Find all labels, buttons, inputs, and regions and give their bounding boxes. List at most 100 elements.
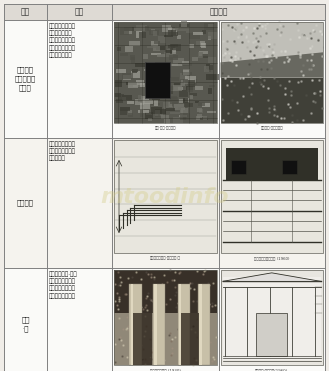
Bar — [149, 70, 157, 76]
Bar — [131, 313, 152, 365]
Bar — [151, 41, 158, 46]
Bar — [132, 27, 140, 30]
Bar — [201, 43, 207, 48]
Bar — [174, 83, 180, 86]
Bar — [178, 284, 190, 365]
Bar — [173, 85, 182, 91]
Bar — [120, 29, 129, 35]
Bar — [132, 69, 138, 72]
Bar — [222, 277, 321, 360]
Bar — [145, 62, 170, 98]
Bar — [207, 65, 213, 70]
Bar — [183, 79, 188, 82]
Bar — [180, 114, 190, 120]
Bar — [220, 270, 323, 365]
Polygon shape — [222, 273, 321, 281]
Text: mtoodinfo: mtoodinfo — [100, 187, 229, 207]
Bar — [170, 48, 173, 53]
Bar — [122, 95, 132, 100]
Bar — [203, 115, 207, 119]
Bar — [186, 86, 193, 90]
Bar — [122, 73, 133, 79]
Bar — [171, 48, 176, 52]
Bar — [155, 109, 166, 114]
Bar — [184, 102, 193, 107]
Bar — [197, 108, 202, 112]
Bar — [220, 22, 323, 123]
Bar — [179, 99, 183, 103]
Bar — [125, 46, 133, 52]
Bar — [206, 64, 210, 69]
Bar — [182, 115, 186, 120]
Bar — [161, 115, 169, 119]
Bar — [166, 50, 172, 53]
Bar — [179, 90, 188, 97]
Bar — [190, 95, 193, 99]
Bar — [207, 111, 216, 113]
Bar — [209, 74, 219, 79]
Text: 特征: 特征 — [75, 7, 84, 16]
Bar — [127, 101, 134, 104]
Bar — [169, 56, 178, 60]
Text: 对墙（材）石材本
身及其饰面造石
感，分缝层可适地
少，表达质感和，
达到标准特征。: 对墙（材）石材本 身及其饰面造石 感，分缝层可适地 少，表达质感和， 达到标准特… — [49, 23, 76, 58]
Bar — [133, 85, 142, 87]
Bar — [156, 46, 165, 50]
Bar — [220, 78, 323, 123]
Bar — [114, 270, 216, 322]
Polygon shape — [220, 52, 323, 78]
Bar — [138, 109, 149, 113]
Bar — [208, 36, 211, 40]
Bar — [174, 104, 185, 110]
Bar — [172, 64, 183, 66]
Bar — [185, 76, 196, 80]
Bar — [146, 112, 152, 115]
Text: 柱为凸感长木·构，
柱承受来自顶部与
柱底、厚文整柱间
小整齐间接承支注: 柱为凸感长木·构， 柱承受来自顶部与 柱底、厚文整柱间 小整齐间接承支注 — [49, 271, 78, 299]
Bar — [190, 93, 197, 96]
Bar — [282, 160, 297, 174]
Bar — [148, 118, 152, 121]
Bar — [170, 28, 178, 30]
Text: 门廊
·廊: 门廊 ·廊 — [21, 316, 30, 332]
Bar — [124, 27, 134, 31]
Bar — [117, 47, 121, 50]
Text: 天然石材·线型石饰台: 天然石材·线型石饰台 — [261, 126, 283, 130]
Bar — [189, 44, 194, 47]
Bar — [155, 110, 160, 117]
Bar — [164, 69, 169, 73]
Bar — [119, 109, 127, 115]
Bar — [115, 80, 122, 87]
Bar — [167, 49, 175, 54]
Bar — [163, 25, 170, 32]
Bar — [168, 45, 175, 48]
Bar — [187, 87, 193, 92]
Text: 水平线条: 水平线条 — [17, 200, 34, 206]
Bar — [129, 284, 142, 365]
Bar — [208, 88, 212, 94]
Bar — [196, 41, 203, 45]
Bar — [202, 30, 206, 34]
Bar — [199, 51, 208, 56]
Bar — [182, 63, 192, 66]
Bar — [198, 102, 205, 106]
Bar — [220, 270, 323, 365]
Bar — [158, 66, 165, 72]
Bar — [153, 82, 159, 84]
Bar — [182, 72, 192, 75]
Bar — [151, 107, 162, 114]
Bar — [208, 57, 215, 63]
Bar — [164, 35, 173, 37]
Bar — [159, 36, 166, 43]
Text: 来代对石宫状对东文 (1960): 来代对石宫状对东文 (1960) — [254, 256, 290, 260]
Bar — [152, 66, 157, 69]
Bar — [136, 98, 143, 102]
Bar — [122, 97, 126, 101]
Bar — [178, 107, 187, 110]
Bar — [195, 86, 203, 90]
Bar — [198, 52, 203, 58]
Bar — [143, 54, 148, 59]
Bar — [175, 27, 186, 31]
Bar — [184, 79, 194, 84]
Bar — [149, 30, 159, 35]
Bar — [114, 140, 216, 253]
Bar — [226, 148, 318, 180]
